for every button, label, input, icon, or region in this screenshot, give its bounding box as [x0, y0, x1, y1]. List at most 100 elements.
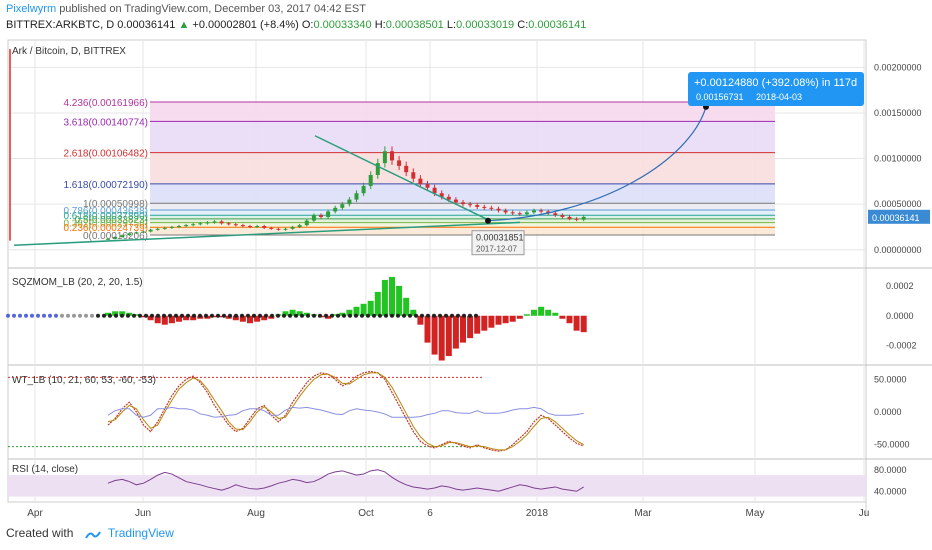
squeeze-dot: [204, 313, 208, 318]
squeeze-dot: [222, 313, 226, 318]
squeeze-dot: [18, 313, 22, 318]
squeeze-dot: [252, 313, 256, 318]
squeeze-dot: [312, 313, 316, 318]
sqzmom-bar: [183, 315, 190, 321]
fib-level-label: 4.236(0.00161966): [63, 98, 148, 109]
candle-body: [248, 226, 252, 228]
x-tick-label: Ju: [859, 508, 870, 519]
candle-body: [425, 184, 430, 188]
symbol-ohlc-line: BITTREX:ARKBTC, D 0.00036141 ▲ +0.000028…: [6, 19, 586, 31]
sqzmom-bar: [325, 315, 332, 319]
candle-body: [482, 206, 487, 208]
sqzmom-bar: [105, 312, 111, 316]
sqzmom-bar: [516, 315, 523, 319]
author-link[interactable]: Pixelwyrm: [6, 3, 57, 15]
squeeze-dot: [72, 313, 76, 318]
squeeze-dot: [96, 313, 100, 318]
candle-body: [120, 235, 125, 237]
candle-body: [382, 151, 387, 164]
candle-body: [255, 226, 260, 228]
rsi-band: [8, 475, 866, 497]
squeeze-dot: [240, 313, 244, 318]
candle-body: [326, 211, 331, 217]
sqzmom-bar: [452, 315, 459, 349]
candle-body: [553, 213, 558, 216]
squeeze-dot: [138, 313, 142, 318]
sqzmom-bar: [119, 311, 126, 316]
squeeze-dot: [126, 313, 130, 318]
squeeze-dot: [132, 313, 136, 318]
sqzmom-bar: [538, 306, 545, 316]
fib-band: [150, 209, 775, 216]
squeeze-dot: [24, 313, 28, 318]
sqzmom-bar: [566, 315, 573, 324]
squeeze-dot: [168, 313, 172, 318]
squeeze-dot: [180, 313, 184, 318]
candle-body: [340, 204, 345, 208]
squeeze-dot: [270, 313, 274, 318]
anchor-label-box: [471, 230, 525, 256]
squeeze-dot: [30, 313, 34, 318]
candle-body: [418, 178, 423, 185]
candle-body: [354, 193, 359, 200]
candle-body: [184, 225, 189, 227]
last-price: 0.00036141: [117, 19, 176, 31]
squeeze-dot: [438, 313, 442, 318]
squeeze-dot: [432, 313, 436, 318]
open-label: O:: [301, 19, 314, 31]
squeeze-dot: [60, 313, 64, 318]
sqzmom-bar: [211, 315, 218, 318]
tradingview-logo-icon: [84, 529, 101, 539]
x-tick-label: 6: [427, 508, 433, 519]
fib-level-label: 1.618(0.00072190): [63, 180, 148, 191]
sqzmom-bar: [232, 315, 239, 321]
candle-body: [148, 229, 153, 232]
sqzmom-bar: [502, 315, 509, 324]
candle-body: [127, 233, 132, 236]
squeeze-dot: [114, 313, 118, 318]
candle-body: [191, 224, 196, 226]
candle-body: [290, 226, 295, 229]
sqzmom-bar: [112, 311, 119, 316]
squeeze-dot: [36, 313, 40, 318]
candle-body: [461, 202, 465, 205]
candle-body: [297, 225, 302, 227]
price-pane-title: Ark / Bitcoin, D, BITTREX: [12, 46, 126, 57]
squeeze-dot: [360, 313, 364, 318]
candle-body: [432, 187, 437, 194]
squeeze-dot: [456, 313, 460, 318]
candle-body: [283, 228, 288, 230]
squeeze-dot: [120, 313, 124, 318]
sqzmom-bar: [289, 309, 296, 316]
candle-body: [226, 223, 231, 225]
fib-level-label: 0.382(0.00029756): [63, 219, 148, 230]
squeeze-dot: [462, 313, 466, 318]
sqzmom-bar: [410, 309, 417, 316]
sqzmom-bar: [474, 315, 481, 334]
tradingview-brand-link[interactable]: TradingView: [107, 526, 174, 540]
y-tick-label: 0.00100000: [874, 154, 922, 164]
candle-body: [581, 216, 586, 220]
squeeze-dot: [144, 313, 148, 318]
fib-band: [150, 215, 775, 219]
squeeze-dot: [342, 313, 346, 318]
sqzmom-bar: [140, 315, 147, 318]
fib-band: [150, 152, 775, 184]
sqzmom-bar: [374, 291, 381, 316]
candle-body: [212, 221, 217, 223]
squeeze-dot: [324, 313, 328, 318]
squeeze-dot: [258, 313, 262, 318]
candle-body: [446, 196, 451, 200]
candle-body: [524, 212, 529, 215]
candle-body: [162, 227, 167, 229]
candle-body: [468, 204, 473, 206]
wt-y-tick: 0.0000: [874, 407, 902, 417]
chart-area[interactable]: Apr Jun Aug Oct 6 2018 Mar May Ju 0.00200000 0.001…: [0, 36, 932, 520]
candle-body: [510, 212, 515, 214]
squeeze-dot: [48, 313, 52, 318]
candle-body: [503, 210, 508, 213]
candle-body: [546, 211, 551, 214]
sqzmom-bar: [282, 311, 289, 316]
projection-label-box: [688, 72, 864, 106]
close-label: C:: [517, 19, 529, 31]
